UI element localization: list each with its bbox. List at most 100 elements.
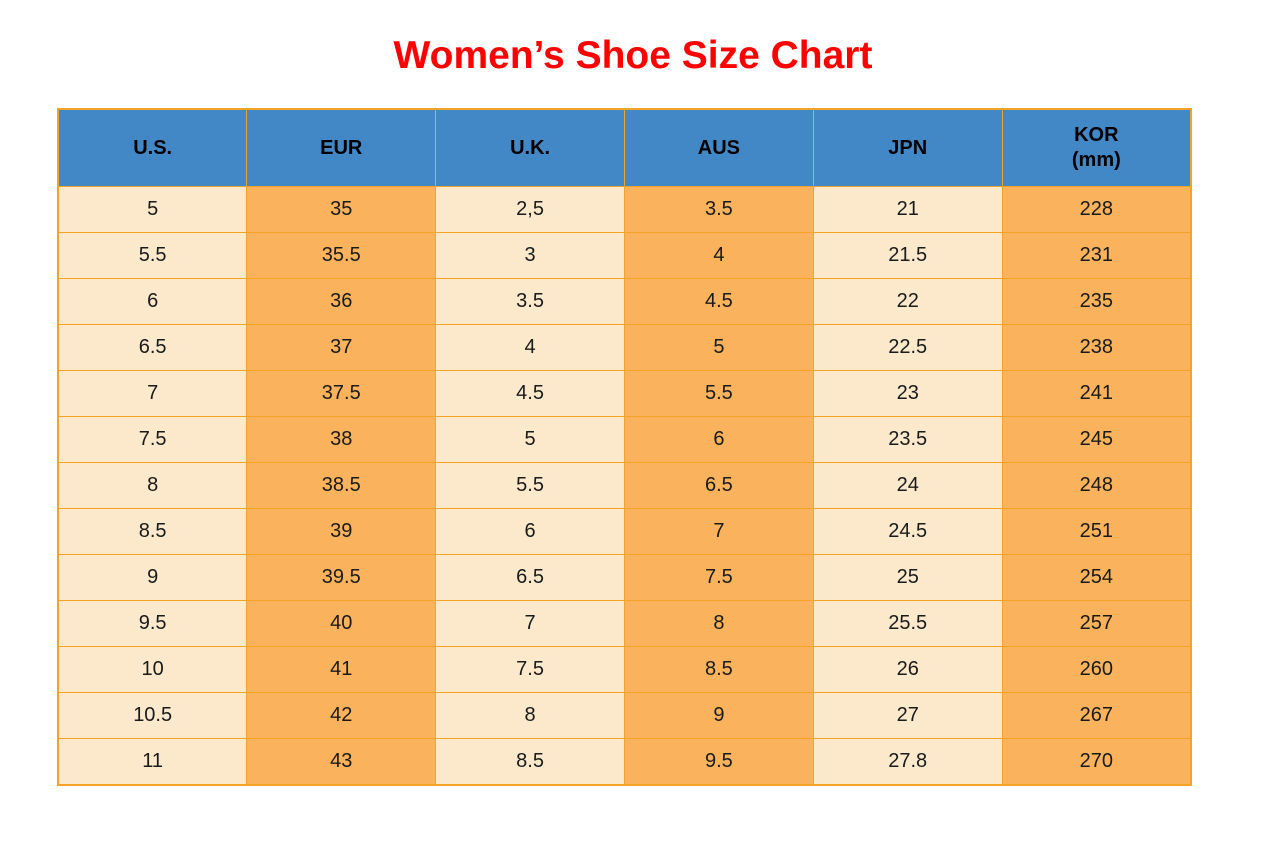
table-cell-us: 6	[57, 278, 248, 325]
column-header-label: AUS	[697, 136, 741, 159]
column-header-uk: U.K.	[435, 108, 625, 187]
table-cell-us: 7	[57, 370, 248, 417]
table-cell-us: 7.5	[57, 416, 248, 463]
table-cell-uk: 6.5	[435, 554, 625, 601]
table-cell-us: 6.5	[57, 324, 248, 371]
table-cell-aus: 5.5	[623, 370, 814, 417]
table-cell-jpn: 27	[812, 692, 1003, 739]
column-header-kor: KOR (mm)	[1001, 108, 1192, 187]
table-cell-jpn: 25.5	[812, 600, 1003, 647]
table-cell-kor: 267	[1001, 692, 1192, 739]
table-cell-us: 10	[57, 646, 248, 693]
table-row: 5.5 35.5 3 4 21.5 231	[57, 232, 1192, 279]
header-row: U.S. EUR U.K. AUS JPN KOR (mm)	[57, 108, 1192, 187]
table-cell-kor: 254	[1001, 554, 1192, 601]
table-cell-kor: 270	[1001, 738, 1192, 786]
table-cell-jpn: 26	[812, 646, 1003, 693]
table-cell-jpn: 27.8	[812, 738, 1003, 786]
table-cell-aus: 4.5	[623, 278, 814, 325]
table-cell-eur: 40	[246, 600, 437, 647]
table-cell-uk: 7	[435, 600, 625, 647]
table-cell-uk: 8	[435, 692, 625, 739]
table-cell-us: 11	[57, 738, 248, 786]
table-cell-uk: 3	[435, 232, 625, 279]
table-cell-us: 10.5	[57, 692, 248, 739]
table-body: 5 35 2,5 3.5 21 228 5.5 35.5 3 4 21.5 231 6 36 3.5 4.5 2…	[57, 186, 1192, 786]
table-cell-jpn: 23	[812, 370, 1003, 417]
table-cell-kor: 228	[1001, 186, 1192, 233]
table-cell-kor: 238	[1001, 324, 1192, 371]
table-cell-kor: 235	[1001, 278, 1192, 325]
table-cell-us: 8.5	[57, 508, 248, 555]
table-row: 5 35 2,5 3.5 21 228	[57, 186, 1192, 233]
table-row: 8 38.5 5.5 6.5 24 248	[57, 462, 1192, 509]
table-cell-aus: 9.5	[623, 738, 814, 786]
table-cell-eur: 41	[246, 646, 437, 693]
table-cell-uk: 2,5	[435, 186, 625, 233]
table-cell-uk: 7.5	[435, 646, 625, 693]
table-cell-us: 5	[57, 186, 248, 233]
table-cell-jpn: 25	[812, 554, 1003, 601]
column-header-us: U.S.	[57, 108, 248, 187]
table-cell-aus: 4	[623, 232, 814, 279]
table-row: 7.5 38 5 6 23.5 245	[57, 416, 1192, 463]
table-cell-jpn: 23.5	[812, 416, 1003, 463]
table-cell-eur: 37.5	[246, 370, 437, 417]
table-cell-kor: 241	[1001, 370, 1192, 417]
column-header-aus: AUS	[623, 108, 814, 187]
table-row: 7 37.5 4.5 5.5 23 241	[57, 370, 1192, 417]
table-cell-uk: 5	[435, 416, 625, 463]
table-cell-aus: 6	[623, 416, 814, 463]
table-cell-jpn: 24.5	[812, 508, 1003, 555]
table-cell-kor: 231	[1001, 232, 1192, 279]
column-header-label: KOR	[1074, 124, 1119, 146]
table-row: 10 41 7.5 8.5 26 260	[57, 646, 1192, 693]
table-cell-eur: 35.5	[246, 232, 437, 279]
column-header-label: JPN	[888, 136, 928, 159]
table-cell-aus: 7.5	[623, 554, 814, 601]
table-cell-jpn: 22.5	[812, 324, 1003, 371]
shoe-size-table: U.S. EUR U.K. AUS JPN KOR (mm) 5 35 2,5 3.5 21 228 5…	[57, 108, 1192, 786]
table-cell-kor: 257	[1001, 600, 1192, 647]
column-header-sublabel: (mm)	[1071, 149, 1121, 171]
table-row: 9.5 40 7 8 25.5 257	[57, 600, 1192, 647]
table-row: 9 39.5 6.5 7.5 25 254	[57, 554, 1192, 601]
table-cell-eur: 38.5	[246, 462, 437, 509]
table-cell-uk: 8.5	[435, 738, 625, 786]
column-header-label: U.K.	[510, 136, 551, 159]
table-cell-uk: 4	[435, 324, 625, 371]
table-header: U.S. EUR U.K. AUS JPN KOR (mm)	[57, 108, 1192, 187]
table-cell-eur: 38	[246, 416, 437, 463]
table-cell-eur: 39.5	[246, 554, 437, 601]
table-cell-jpn: 24	[812, 462, 1003, 509]
table-cell-eur: 36	[246, 278, 437, 325]
table-cell-jpn: 21	[812, 186, 1003, 233]
table-cell-aus: 5	[623, 324, 814, 371]
table-cell-aus: 8	[623, 600, 814, 647]
table-row: 10.5 42 8 9 27 267	[57, 692, 1192, 739]
table-cell-eur: 39	[246, 508, 437, 555]
table-row: 6 36 3.5 4.5 22 235	[57, 278, 1192, 325]
column-header-eur: EUR	[246, 108, 437, 187]
table-cell-us: 5.5	[57, 232, 248, 279]
table-cell-eur: 42	[246, 692, 437, 739]
table-cell-kor: 245	[1001, 416, 1192, 463]
table-cell-kor: 260	[1001, 646, 1192, 693]
table-row: 11 43 8.5 9.5 27.8 270	[57, 738, 1192, 786]
table-cell-eur: 35	[246, 186, 437, 233]
table-cell-kor: 251	[1001, 508, 1192, 555]
table-cell-uk: 3.5	[435, 278, 625, 325]
table-cell-kor: 248	[1001, 462, 1192, 509]
table-cell-us: 9	[57, 554, 248, 601]
table-cell-eur: 37	[246, 324, 437, 371]
table-cell-eur: 43	[246, 738, 437, 786]
table-cell-uk: 6	[435, 508, 625, 555]
table-cell-aus: 9	[623, 692, 814, 739]
table-cell-us: 9.5	[57, 600, 248, 647]
table-row: 6.5 37 4 5 22.5 238	[57, 324, 1192, 371]
table-cell-aus: 8.5	[623, 646, 814, 693]
table-cell-jpn: 22	[812, 278, 1003, 325]
table-cell-aus: 3.5	[623, 186, 814, 233]
column-header-label: U.S.	[133, 136, 173, 159]
column-header-jpn: JPN	[812, 108, 1003, 187]
